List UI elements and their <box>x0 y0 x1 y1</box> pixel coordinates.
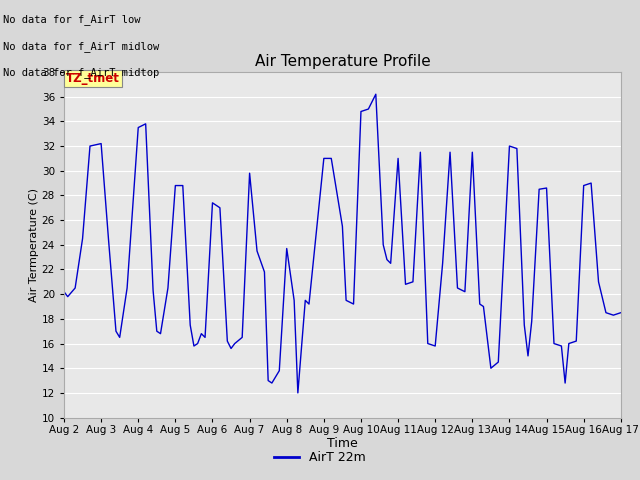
Text: TZ_tmet: TZ_tmet <box>66 72 120 85</box>
Text: No data for f_AirT midlow: No data for f_AirT midlow <box>3 41 159 52</box>
Text: No data for f_AirT midtop: No data for f_AirT midtop <box>3 67 159 78</box>
Legend: AirT 22m: AirT 22m <box>269 446 371 469</box>
Title: Air Temperature Profile: Air Temperature Profile <box>255 54 430 70</box>
X-axis label: Time: Time <box>327 437 358 450</box>
Y-axis label: Air Termperature (C): Air Termperature (C) <box>29 188 39 302</box>
Text: No data for f_AirT low: No data for f_AirT low <box>3 14 141 25</box>
